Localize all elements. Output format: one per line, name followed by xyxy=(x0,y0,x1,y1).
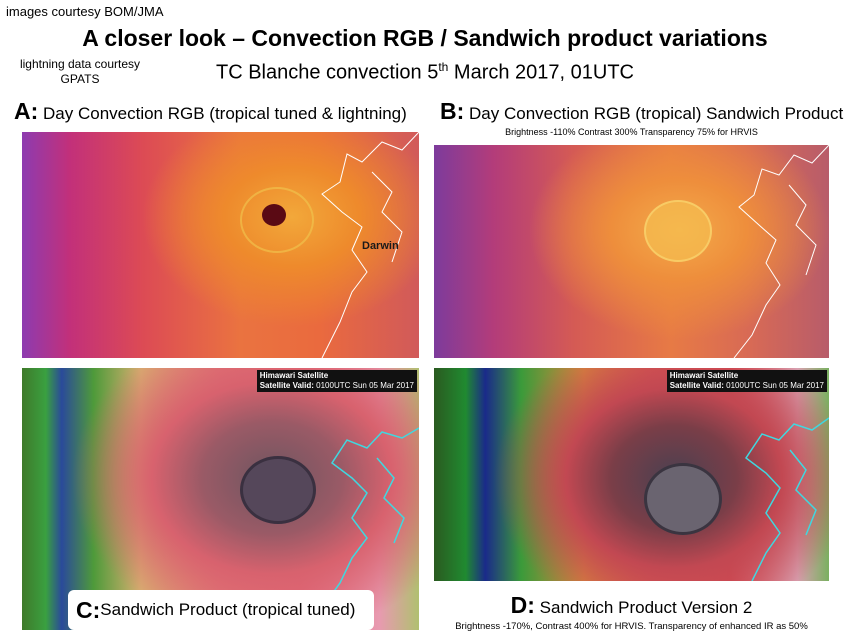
panel-a-letter: A: xyxy=(14,98,39,124)
lightning-credit-line1: lightning data courtesy xyxy=(19,57,141,71)
satellite-banner-c-title: Himawari Satellite xyxy=(259,371,329,380)
satellite-banner-c-time: 0100UTC Sun 05 Mar 2017 xyxy=(313,381,414,390)
panel-b-note: Brightness -110% Contrast 300% Transpare… xyxy=(505,127,758,137)
panel-c-title: Sandwich Product (tropical tuned) xyxy=(100,600,356,619)
panel-b-label: B: Day Convection RGB (tropical) Sandwic… xyxy=(440,98,843,125)
subtitle-text: TC Blanche convection 5 xyxy=(216,61,439,84)
satellite-banner-c: Himawari Satellite Satellite Valid: 0100… xyxy=(256,370,417,392)
cyclone-eye xyxy=(240,456,316,524)
panel-d-title: Sandwich Product Version 2 xyxy=(534,598,753,617)
panel-d-image: Himawari Satellite Satellite Valid: 0100… xyxy=(434,368,829,581)
satellite-banner-d-valid: Satellite Valid: 0100UTC Sun 05 Mar 2017 xyxy=(670,381,824,391)
image-credit: images courtesy BOM/JMA xyxy=(6,4,164,19)
panel-a-image: Darwin xyxy=(22,132,419,358)
satellite-banner-d-time: 0100UTC Sun 05 Mar 2017 xyxy=(723,381,824,390)
cyclone-eye xyxy=(644,463,722,535)
slide-title: A closer look – Convection RGB / Sandwic… xyxy=(82,25,768,51)
lightning-credit: lightning data courtesy GPATS xyxy=(10,57,150,87)
panel-c-letter: C: xyxy=(76,596,101,623)
subtitle-date: March 2017, 01UTC xyxy=(448,61,634,84)
satellite-banner-d: Himawari Satellite Satellite Valid: 0100… xyxy=(666,370,827,392)
panel-b-title: Day Convection RGB (tropical) Sandwich P… xyxy=(464,104,844,123)
satellite-banner-d-valid-label: Satellite Valid: xyxy=(669,381,724,390)
coastline-c xyxy=(321,427,419,609)
coastline-d xyxy=(744,417,829,581)
panel-d-label: D: Sandwich Product Version 2 xyxy=(434,592,829,619)
lightning-credit-line2: GPATS xyxy=(60,72,100,86)
panel-d-note: Brightness -170%, Contrast 400% for HRVI… xyxy=(455,621,808,632)
coastline-a xyxy=(321,132,419,358)
panel-c-label: C: Sandwich Product (tropical tuned) xyxy=(68,590,374,630)
coastline-b xyxy=(733,145,829,358)
panel-b-image xyxy=(434,145,829,358)
satellite-banner-c-valid-label: Satellite Valid: xyxy=(259,381,314,390)
eye-ring xyxy=(240,187,314,253)
eye-ring xyxy=(644,200,712,262)
satellite-banner-c-valid: Satellite Valid: 0100UTC Sun 05 Mar 2017 xyxy=(260,381,414,391)
panel-a-label: A: Day Convection RGB (tropical tuned & … xyxy=(14,98,407,125)
slide-subtitle: TC Blanche convection 5th March 2017, 01… xyxy=(0,60,850,85)
panel-a-title: Day Convection RGB (tropical tuned & lig… xyxy=(38,104,407,123)
panel-d-letter: D: xyxy=(510,592,535,618)
panel-c-image: Himawari Satellite Satellite Valid: 0100… xyxy=(22,368,419,630)
satellite-banner-d-title: Himawari Satellite xyxy=(669,371,739,380)
darwin-label: Darwin xyxy=(362,240,399,252)
subtitle-superscript: th xyxy=(438,60,449,74)
panel-b-letter: B: xyxy=(440,98,465,124)
